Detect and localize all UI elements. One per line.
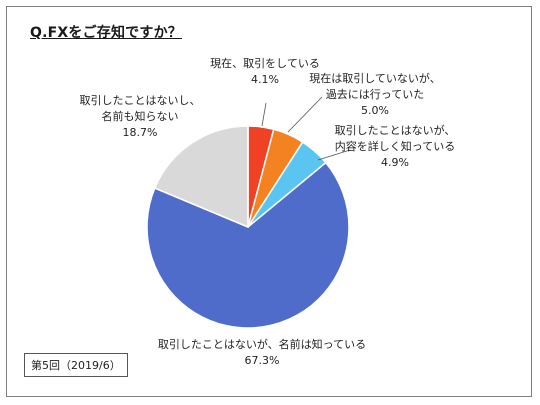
slice-value-label-5: 18.7% [123, 126, 158, 139]
leader-line-2 [287, 96, 323, 133]
slice-category-label-2: 現在は取引していないが、 [309, 71, 440, 85]
slice-category-label-2: 過去には行っていた [326, 88, 424, 101]
slice-category-label-4: 取引したことはないが、名前は知っている [158, 337, 366, 351]
slice-category-label-5: 取引したことはないし、 [80, 93, 201, 107]
slice-value-label-1: 4.1% [251, 73, 279, 86]
leader-line-1 [261, 102, 267, 127]
slice-category-label-1: 現在、取引をしている [210, 56, 320, 70]
pie-slice-5 [153, 125, 249, 229]
slice-value-label-3: 4.9% [381, 156, 409, 169]
slice-category-label-3: 内容を詳しく知っている [335, 139, 455, 153]
slice-value-label-4: 67.3% [245, 354, 280, 367]
slice-category-label-3: 取引したことはないが、 [335, 123, 456, 137]
survey-note: 第5回（2019/6） [24, 353, 128, 377]
leader-line-3 [317, 149, 351, 161]
slice-category-label-5: 名前も知らない [102, 109, 179, 123]
chart-title: Q.FXをご存知ですか？ [30, 25, 182, 41]
slice-value-label-2: 5.0% [361, 104, 389, 117]
pie-slice-4 [146, 161, 350, 329]
